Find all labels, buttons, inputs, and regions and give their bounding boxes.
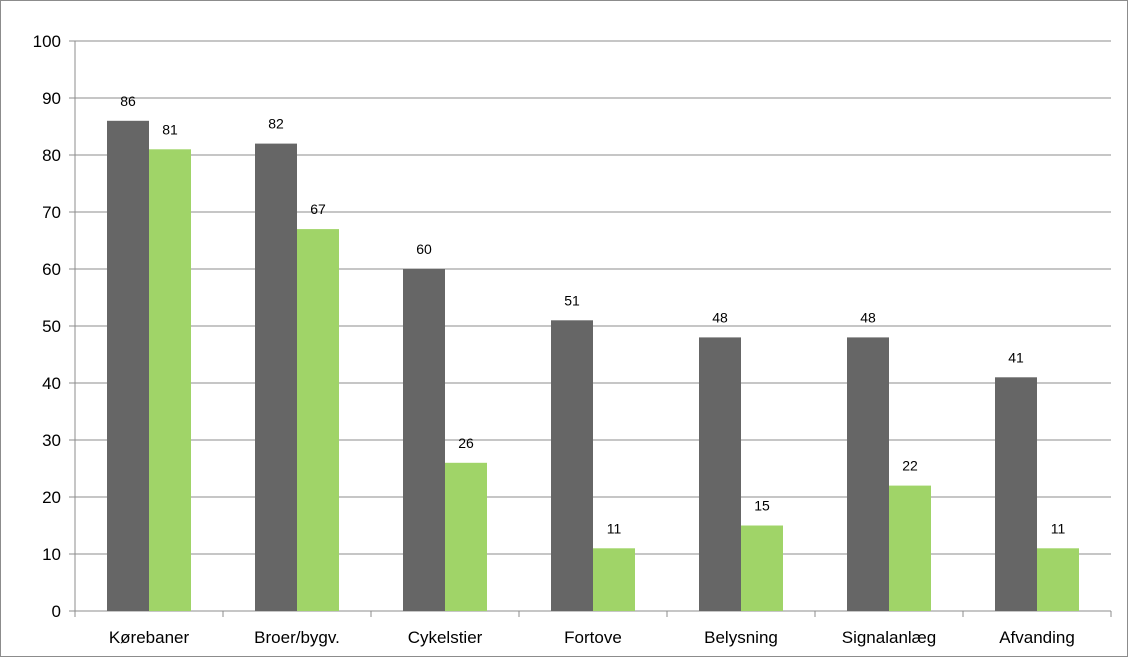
x-axis-category-label: Fortove [564,628,622,647]
y-axis-tick-label: 20 [42,488,61,507]
bars [107,120,1079,612]
x-axis-category-label: Cykelstier [408,628,483,647]
bar-series1-0 [107,120,149,612]
bar-series2-3 [593,548,635,611]
data-label: 48 [860,309,876,325]
x-axis-category-label: Belysning [704,628,778,647]
x-axis-category-label: Signalanlæg [842,628,937,647]
data-label: 48 [712,309,728,325]
y-axis-tick-label: 40 [42,374,61,393]
data-label: 60 [416,241,432,257]
bar-series2-2 [445,462,487,611]
y-axis-tick-labels: 0 10 20 30 40 50 60 70 80 90 100 [33,32,61,621]
bar-series1-6 [995,377,1037,611]
bar-series2-1 [297,229,339,611]
y-axis-tick-label: 80 [42,146,61,165]
bar-series2-5 [889,485,931,611]
x-axis-category-label: Kørebaner [109,628,190,647]
bar-series2-0 [149,149,191,612]
data-label: 67 [310,201,326,217]
y-axis-tick-label: 10 [42,545,61,564]
data-label: 11 [1051,520,1066,536]
data-label: 81 [162,121,178,137]
y-axis-tick-label: 70 [42,203,61,222]
data-label: 15 [754,498,770,514]
data-label: 51 [564,292,580,308]
data-label: 82 [268,116,284,132]
data-label: 41 [1008,349,1024,365]
y-axis-tick-label: 0 [52,602,61,621]
x-axis-category-label: Afvanding [999,628,1075,647]
x-axis-category-label: Broer/bygv. [254,628,340,647]
y-axis-tick-label: 100 [33,32,61,51]
bar-series1-3 [551,320,593,611]
data-label: 86 [120,93,136,109]
bar-series2-4 [741,525,783,611]
data-label: 26 [458,435,474,451]
data-label: 11 [607,520,622,536]
bar-series1-2 [403,269,445,611]
y-axis-tick-label: 30 [42,431,61,450]
y-axis-tick-label: 90 [42,89,61,108]
data-label: 22 [902,458,918,474]
bar-series2-6 [1037,548,1079,611]
data-labels: 86 81 82 67 60 26 51 11 48 15 48 22 41 11 [120,93,1066,536]
bar-series1-5 [847,337,889,611]
x-axis-category-labels: Kørebaner Broer/bygv. Cykelstier Fortove Bel… [109,628,1075,647]
y-axis-tick-label: 60 [42,260,61,279]
bar-series1-4 [699,337,741,611]
bar-series1-1 [255,143,297,611]
y-axis-tick-label: 50 [42,317,61,336]
